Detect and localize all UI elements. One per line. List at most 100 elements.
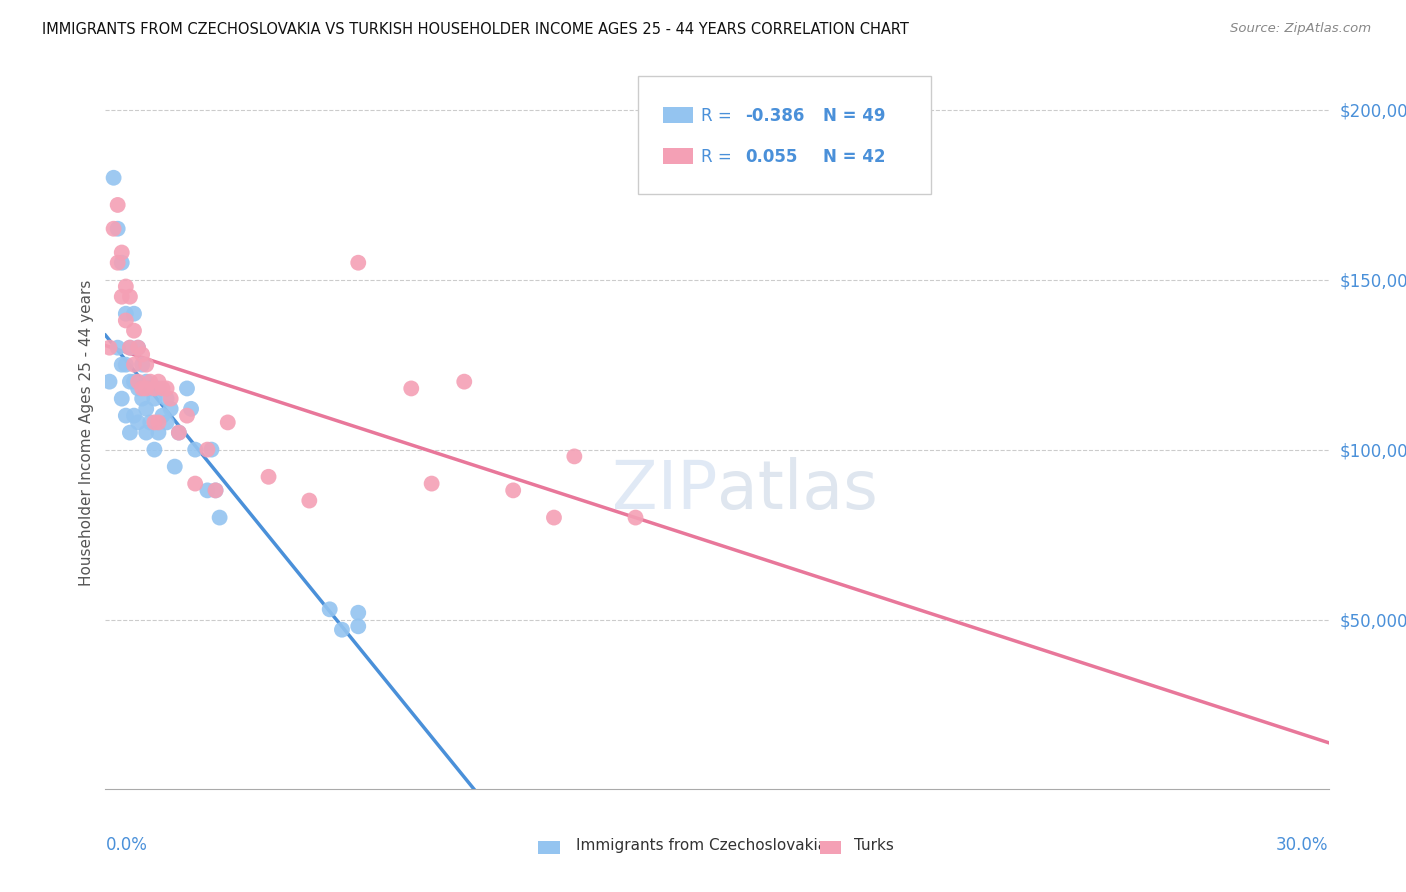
Point — [184, 442, 207, 457]
Point — [155, 381, 177, 395]
Point — [204, 483, 226, 498]
Text: Turks: Turks — [853, 838, 894, 853]
Text: 0.0%: 0.0% — [105, 836, 148, 854]
Point — [318, 602, 342, 616]
Text: IMMIGRANTS FROM CZECHOSLOVAKIA VS TURKISH HOUSEHOLDER INCOME AGES 25 - 44 YEARS : IMMIGRANTS FROM CZECHOSLOVAKIA VS TURKIS… — [42, 22, 910, 37]
Point — [107, 198, 129, 212]
Point — [399, 381, 422, 395]
Point — [115, 279, 138, 293]
Point — [217, 416, 239, 430]
Point — [167, 425, 190, 440]
Point — [163, 459, 186, 474]
Point — [453, 375, 475, 389]
Point — [111, 358, 134, 372]
Point — [118, 375, 141, 389]
Text: 30.0%: 30.0% — [1277, 836, 1329, 854]
Point — [143, 442, 166, 457]
Point — [143, 392, 166, 406]
Point — [167, 425, 190, 440]
Point — [159, 392, 181, 406]
Y-axis label: Householder Income Ages 25 - 44 years: Householder Income Ages 25 - 44 years — [79, 279, 94, 586]
Point — [131, 392, 153, 406]
Point — [122, 375, 145, 389]
Point — [122, 324, 145, 338]
Point — [103, 170, 125, 185]
Point — [139, 416, 162, 430]
Point — [562, 450, 586, 464]
Point — [122, 307, 145, 321]
Text: R =: R = — [702, 107, 737, 125]
Point — [155, 392, 177, 406]
Point — [143, 381, 166, 395]
Point — [148, 381, 170, 395]
Point — [152, 381, 174, 395]
Point — [115, 409, 138, 423]
Point — [204, 483, 226, 498]
Point — [111, 245, 134, 260]
Point — [200, 442, 222, 457]
Point — [148, 375, 170, 389]
Text: atlas: atlas — [717, 457, 877, 523]
Point — [347, 619, 370, 633]
Point — [420, 476, 443, 491]
Point — [111, 256, 134, 270]
Point — [118, 341, 141, 355]
Point — [135, 401, 157, 416]
Text: N = 49: N = 49 — [824, 107, 886, 125]
Point — [184, 476, 207, 491]
Text: R =: R = — [702, 148, 742, 167]
Point — [195, 483, 219, 498]
FancyBboxPatch shape — [820, 840, 841, 855]
Point — [135, 425, 157, 440]
Point — [118, 341, 141, 355]
Point — [131, 347, 153, 361]
Point — [103, 221, 125, 235]
Point — [111, 290, 134, 304]
Text: -0.386: -0.386 — [745, 107, 804, 125]
Point — [155, 416, 177, 430]
Point — [180, 401, 202, 416]
Point — [502, 483, 524, 498]
Point — [148, 425, 170, 440]
Text: 0.055: 0.055 — [745, 148, 797, 167]
Point — [152, 409, 174, 423]
Point — [118, 290, 141, 304]
Point — [127, 416, 149, 430]
Text: ZIP: ZIP — [612, 457, 717, 523]
Point — [98, 341, 121, 355]
Point — [347, 256, 370, 270]
FancyBboxPatch shape — [637, 76, 931, 194]
Point — [208, 510, 231, 524]
Point — [159, 401, 181, 416]
Point — [135, 381, 157, 395]
Point — [122, 358, 145, 372]
Point — [131, 358, 153, 372]
Point — [148, 416, 170, 430]
Text: Immigrants from Czechoslovakia: Immigrants from Czechoslovakia — [576, 838, 828, 853]
Point — [143, 416, 166, 430]
Point — [131, 381, 153, 395]
Text: N = 42: N = 42 — [824, 148, 886, 167]
Point — [107, 256, 129, 270]
Point — [127, 341, 149, 355]
Point — [107, 221, 129, 235]
Point — [139, 375, 162, 389]
Point — [111, 392, 134, 406]
Point — [195, 442, 219, 457]
Point — [135, 375, 157, 389]
Point — [127, 341, 149, 355]
Point — [330, 623, 353, 637]
Point — [543, 510, 565, 524]
Point — [135, 358, 157, 372]
Point — [347, 606, 370, 620]
Point — [98, 375, 121, 389]
Point — [298, 493, 321, 508]
FancyBboxPatch shape — [538, 840, 560, 855]
Point — [118, 425, 141, 440]
Point — [176, 381, 198, 395]
Point — [107, 341, 129, 355]
FancyBboxPatch shape — [664, 148, 693, 164]
Point — [115, 307, 138, 321]
Point — [115, 313, 138, 327]
Point — [176, 409, 198, 423]
